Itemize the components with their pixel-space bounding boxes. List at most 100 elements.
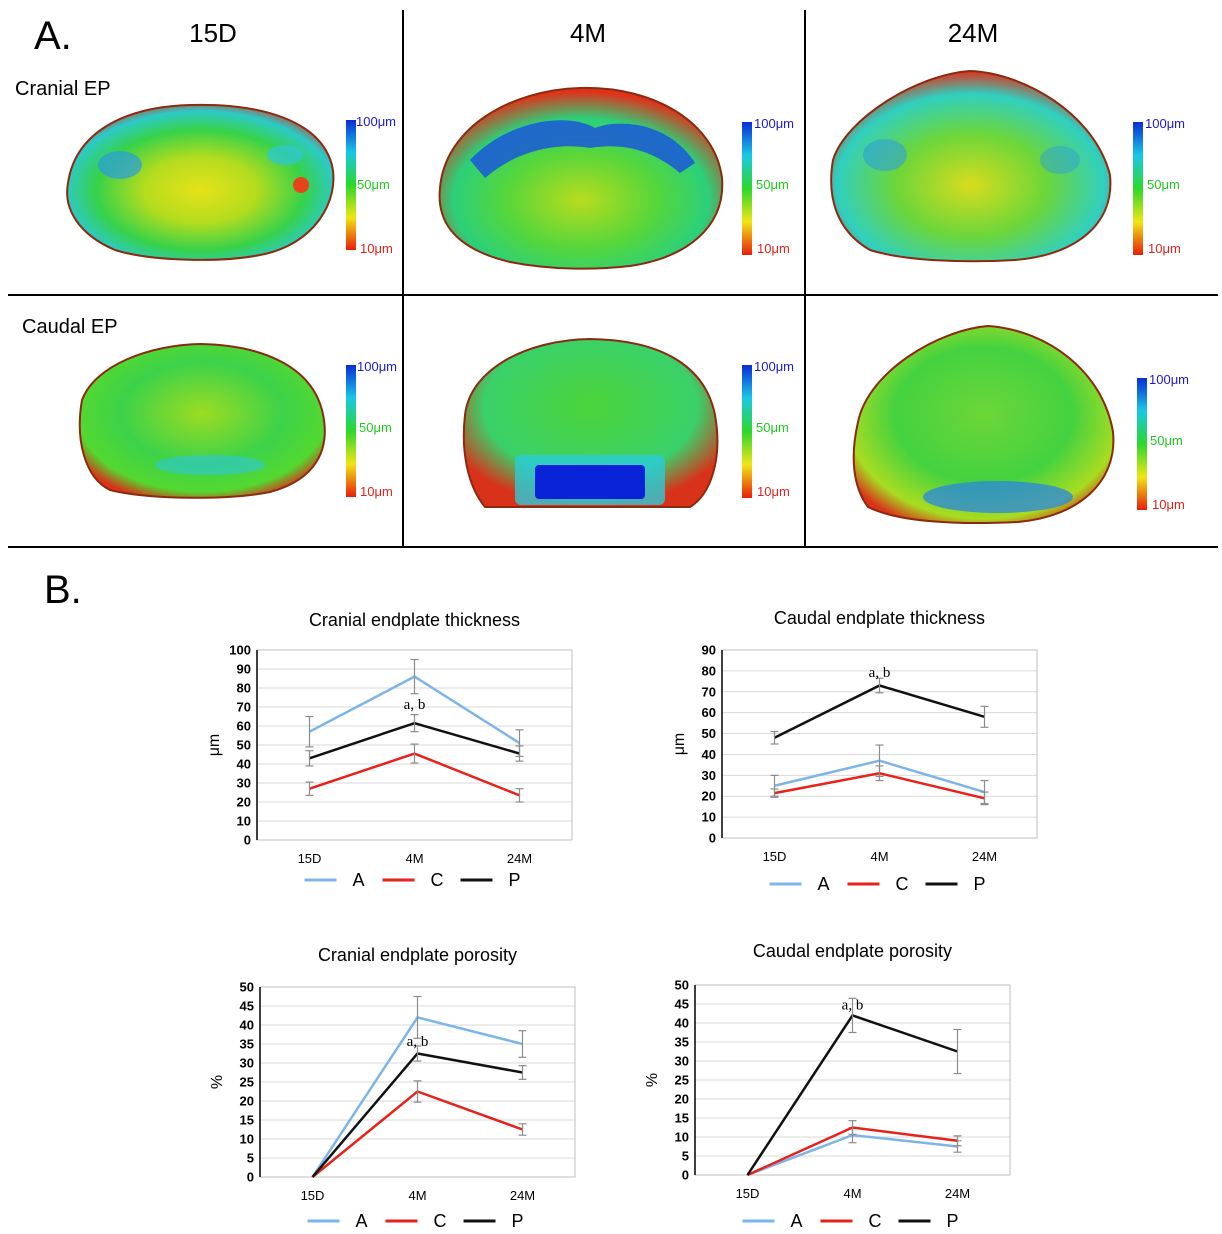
y-tick-label: 90 — [237, 662, 251, 677]
error-bar-p — [518, 1065, 527, 1080]
y-tick-label: 50 — [702, 726, 716, 741]
column-header-4m: 4M — [569, 18, 607, 48]
color-scale-bar — [1133, 122, 1143, 255]
error-bar-p — [953, 1028, 962, 1075]
chart-cranial-thickness: Cranial endplate thickness 0 10 20 30 40 50 60 7… — [206, 610, 573, 890]
chart-title: Caudal endplate thickness — [774, 608, 985, 628]
y-tick-label: 35 — [240, 1037, 254, 1052]
row-label-caudal-ep: Caudal EP — [22, 316, 118, 338]
legend-label-a: A — [791, 1211, 803, 1231]
chart-caudal-thickness: Caudal endplate thickness 0 10 20 30 40 50 60 70… — [671, 608, 1038, 894]
legend-label-c: C — [434, 1211, 447, 1231]
significance-annotation: a, b — [869, 665, 891, 681]
heatmap-caudal-24m — [852, 324, 1115, 525]
legend-label-p: P — [974, 874, 986, 894]
panel-b-letter: B. — [44, 568, 82, 612]
y-tick-label: 100 — [229, 643, 251, 658]
error-bar-c — [848, 1120, 857, 1135]
y-tick-label: 35 — [675, 1035, 689, 1050]
chart-caudal-porosity: Caudal endplate porosity 0 5 10 15 20 25 30 35 40… — [644, 941, 1011, 1231]
x-tick-label: 24M — [507, 851, 532, 866]
error-bar-p — [305, 750, 314, 767]
y-tick-label: 45 — [240, 999, 254, 1014]
x-tick-label: 24M — [972, 849, 997, 864]
error-bar-p — [980, 705, 989, 728]
error-bar-a — [305, 715, 314, 748]
scale-label-high: 100μm — [357, 359, 398, 374]
error-bar-a — [413, 995, 422, 1039]
error-bar-c — [413, 1080, 422, 1103]
y-tick-label: 20 — [702, 789, 716, 804]
heatmap-caudal-15d — [78, 342, 326, 499]
error-bar-p — [413, 1045, 422, 1062]
x-tick-label: 15D — [763, 849, 787, 864]
y-axis-label: % — [644, 1073, 661, 1087]
chart-title: Cranial endplate porosity — [318, 945, 517, 965]
y-tick-label: 0 — [709, 831, 716, 846]
y-tick-label: 40 — [675, 1016, 689, 1031]
color-scale-bar — [346, 365, 356, 497]
y-tick-label: 50 — [237, 738, 251, 753]
scale-label-low: 10μm — [1152, 497, 1185, 512]
grid-divider-vertical-1 — [402, 10, 404, 548]
grid-divider-horizontal — [8, 294, 1218, 296]
scale-label-high: 100μm — [1145, 116, 1186, 131]
scale-label-low: 10μm — [360, 484, 393, 499]
error-bar-c — [515, 788, 524, 803]
significance-annotation: a, b — [404, 697, 426, 713]
panel-a-letter: A. — [34, 14, 72, 58]
series-line-c — [311, 1090, 523, 1178]
heatmap-caudal-4m — [462, 337, 719, 508]
y-tick-label: 90 — [702, 643, 716, 658]
legend-label-c: C — [869, 1211, 882, 1231]
y-tick-label: 30 — [237, 776, 251, 791]
error-bar-c — [980, 791, 989, 806]
x-tick-label: 4M — [408, 1188, 426, 1203]
legend-label-p: P — [947, 1211, 959, 1231]
y-tick-label: 60 — [702, 705, 716, 720]
error-bar-c — [875, 765, 884, 782]
legend-label-a: A — [353, 870, 365, 890]
legend-label-c: C — [896, 874, 909, 894]
chart-title: Caudal endplate porosity — [753, 941, 952, 961]
y-tick-label: 0 — [244, 833, 251, 848]
color-scale-bar — [346, 120, 356, 250]
scale-label-mid: 50μm — [1150, 433, 1183, 448]
y-tick-label: 30 — [675, 1054, 689, 1069]
error-bar-c — [518, 1123, 527, 1136]
y-tick-label: 25 — [240, 1075, 254, 1090]
y-tick-label: 15 — [240, 1113, 254, 1128]
error-bar-c — [410, 743, 419, 764]
series-line-p — [746, 1013, 958, 1176]
y-axis-label: % — [209, 1075, 226, 1089]
y-tick-label: 0 — [247, 1170, 254, 1185]
legend-label-a: A — [356, 1211, 368, 1231]
chart-cranial-porosity: Cranial endplate porosity 0 5 10 15 20 25 30 35 4… — [209, 945, 576, 1231]
scale-label-high: 100μm — [356, 114, 397, 129]
y-tick-label: 40 — [240, 1018, 254, 1033]
scale-label-high: 100μm — [754, 359, 795, 374]
y-tick-label: 30 — [702, 768, 716, 783]
x-tick-label: 4M — [843, 1186, 861, 1201]
y-axis-label: μm — [206, 734, 223, 757]
legend-label-p: P — [509, 870, 521, 890]
x-tick-label: 24M — [945, 1186, 970, 1201]
scale-label-mid: 50μm — [1147, 177, 1180, 192]
error-bar-p — [515, 745, 524, 762]
y-tick-label: 30 — [240, 1056, 254, 1071]
legend-label-a: A — [818, 874, 830, 894]
error-bar-c — [770, 788, 779, 798]
x-tick-label: 15D — [301, 1188, 325, 1203]
error-bar-p — [848, 997, 857, 1034]
heatmap-cranial-24m — [830, 69, 1112, 263]
error-bar-c — [305, 781, 314, 796]
y-tick-label: 5 — [682, 1149, 689, 1164]
y-tick-label: 20 — [237, 795, 251, 810]
significance-annotation: a, b — [407, 1034, 429, 1050]
scale-label-mid: 50μm — [359, 420, 392, 435]
y-tick-label: 40 — [237, 757, 251, 772]
x-tick-label: 4M — [405, 851, 423, 866]
color-scale-bar — [742, 122, 752, 255]
y-tick-label: 45 — [675, 997, 689, 1012]
y-tick-label: 20 — [240, 1094, 254, 1109]
